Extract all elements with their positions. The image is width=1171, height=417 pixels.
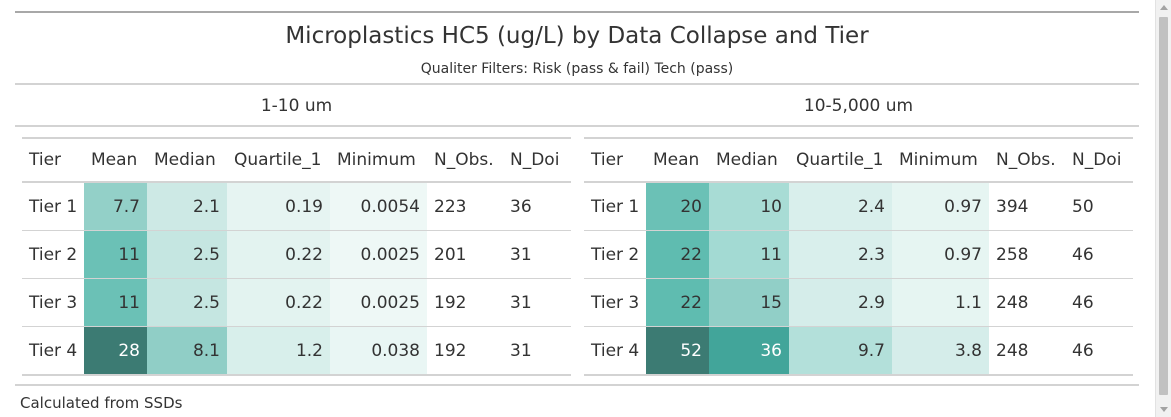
cell-median: 8.1 [147,326,227,376]
cell-n-obs: 201 [427,230,503,279]
column-header-tier: Tier [22,137,84,183]
cell-n-doi: 46 [1065,326,1133,376]
cell-median: 2.5 [147,230,227,279]
column-header-n-obs: N_Obs. [989,137,1065,183]
cell-n-doi: 31 [503,278,571,327]
table-row: Tier 2 11 2.5 0.22 0.0025 201 31 [22,230,571,279]
cell-quartile-1: 0.22 [227,278,330,327]
cell-n-doi: 31 [503,326,571,376]
cell-minimum: 0.97 [892,182,989,231]
column-header-row: Tier Mean Median Quartile_1 Minimum N_Obs. N_D… [22,137,571,183]
cell-n-obs: 394 [989,182,1065,231]
table-subtitle: Qualiter Filters: Risk (pass & fail) Tec… [420,61,734,77]
cell-tier: Tier 2 [22,230,84,279]
cell-n-obs: 258 [989,230,1065,279]
table-row: Tier 1 20 10 2.4 0.97 394 50 [584,182,1133,231]
cell-n-doi: 46 [1065,278,1133,327]
cell-n-doi: 46 [1065,230,1133,279]
cell-minimum: 0.0054 [330,182,427,231]
cell-minimum: 0.97 [892,230,989,279]
cell-quartile-1: 0.22 [227,230,330,279]
cell-median: 15 [709,278,789,327]
cell-quartile-1: 0.19 [227,182,330,231]
cell-quartile-1: 2.4 [789,182,892,231]
table-title: Microplastics HC5 (ug/L) by Data Collaps… [285,23,869,49]
column-header-mean: Mean [646,137,709,183]
cell-tier: Tier 1 [584,182,646,231]
column-header-quartile-1: Quartile_1 [789,137,892,183]
table-row: Tier 3 22 15 2.9 1.1 248 46 [584,278,1133,327]
cell-tier: Tier 4 [22,326,84,376]
data-table-large: Tier Mean Median Quartile_1 Minimum N_Obs. N_D… [584,137,1133,376]
cell-tier: Tier 3 [584,278,646,327]
cell-median: 10 [709,182,789,231]
cell-median: 2.1 [147,182,227,231]
cell-mean: 28 [84,326,147,376]
column-header-quartile-1: Quartile_1 [227,137,330,183]
column-header-tier: Tier [584,137,646,183]
table-row: Tier 2 22 11 2.3 0.97 258 46 [584,230,1133,279]
table-row: Tier 4 52 36 9.7 3.8 248 46 [584,326,1133,376]
scrollbar-thumb[interactable] [1159,17,1168,395]
column-header-n-doi: N_Doi [1065,137,1133,183]
scroll-down-arrow-icon[interactable] [1160,407,1168,412]
cell-quartile-1: 9.7 [789,326,892,376]
header-rule [15,83,1139,85]
table-row: Tier 1 7.7 2.1 0.19 0.0054 223 36 [22,182,571,231]
cell-mean: 22 [646,278,709,327]
cell-minimum: 0.0025 [330,278,427,327]
cell-mean: 52 [646,326,709,376]
cell-n-obs: 248 [989,326,1065,376]
cell-n-obs: 192 [427,326,503,376]
data-table-small: Tier Mean Median Quartile_1 Minimum N_Obs. N_D… [22,137,571,376]
column-header-n-obs: N_Obs. [427,137,503,183]
column-header-n-doi: N_Doi [503,137,571,183]
cell-n-obs: 248 [989,278,1065,327]
footer-rule [15,384,1139,386]
cell-median: 11 [709,230,789,279]
cell-median: 2.5 [147,278,227,327]
cell-n-obs: 223 [427,182,503,231]
cell-n-doi: 50 [1065,182,1133,231]
table-row: Tier 4 28 8.1 1.2 0.038 192 31 [22,326,571,376]
cell-tier: Tier 1 [22,182,84,231]
cell-quartile-1: 2.9 [789,278,892,327]
column-header-minimum: Minimum [892,137,989,183]
source-note: Calculated from SSDs [20,394,183,412]
cell-n-doi: 36 [503,182,571,231]
vertical-scrollbar[interactable] [1155,0,1171,417]
spanner-rule [15,125,1139,127]
cell-mean: 11 [84,278,147,327]
cell-n-doi: 31 [503,230,571,279]
column-header-minimum: Minimum [330,137,427,183]
table-row: Tier 3 11 2.5 0.22 0.0025 192 31 [22,278,571,327]
cell-quartile-1: 2.3 [789,230,892,279]
cell-minimum: 3.8 [892,326,989,376]
cell-minimum: 0.038 [330,326,427,376]
cell-mean: 11 [84,230,147,279]
cell-tier: Tier 2 [584,230,646,279]
top-rule [15,11,1139,13]
cell-minimum: 1.1 [892,278,989,327]
panel-label-small: 1-10 um [260,96,333,116]
cell-mean: 20 [646,182,709,231]
column-header-mean: Mean [84,137,147,183]
cell-n-obs: 192 [427,278,503,327]
cell-minimum: 0.0025 [330,230,427,279]
cell-mean: 7.7 [84,182,147,231]
cell-median: 36 [709,326,789,376]
cell-tier: Tier 4 [584,326,646,376]
cell-mean: 22 [646,230,709,279]
cell-quartile-1: 1.2 [227,326,330,376]
column-header-median: Median [147,137,227,183]
cell-tier: Tier 3 [22,278,84,327]
scroll-up-arrow-icon[interactable] [1160,5,1168,10]
panel-label-large: 10-5,000 um [803,96,914,116]
column-header-median: Median [709,137,789,183]
column-header-row: Tier Mean Median Quartile_1 Minimum N_Obs. N_D… [584,137,1133,183]
